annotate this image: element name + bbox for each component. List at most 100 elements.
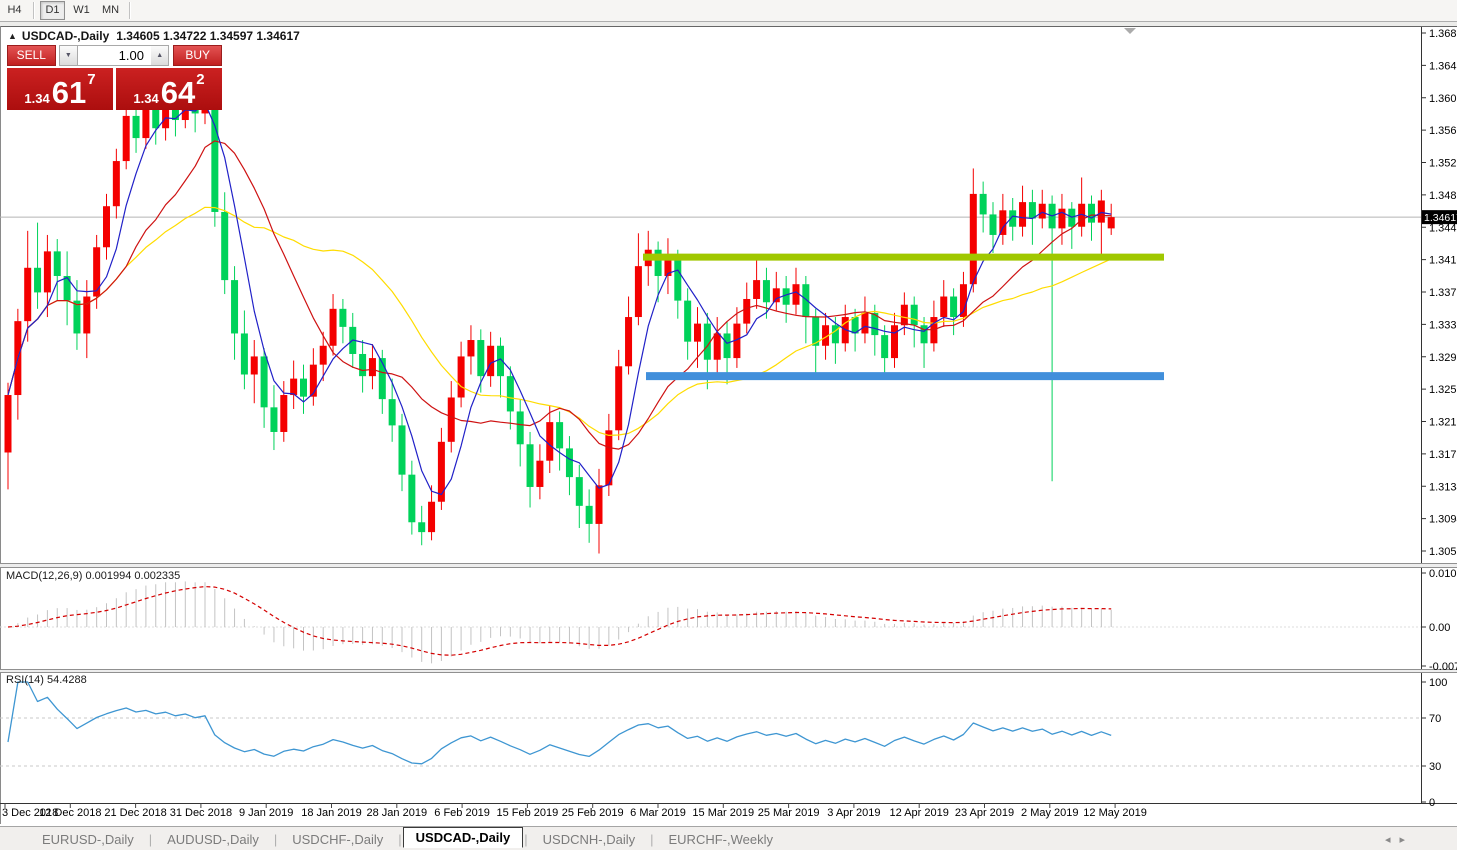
svg-text:1.36470: 1.36470 (1429, 60, 1457, 72)
svg-text:25 Mar 2019: 25 Mar 2019 (758, 807, 820, 819)
triangle-up-icon: ▲ (156, 52, 164, 59)
svg-text:1.32520: 1.32520 (1429, 384, 1457, 396)
chart-frame (0, 26, 1457, 824)
sell-price-big: 61 (51, 75, 87, 111)
svg-text:-0.00747: -0.00747 (1429, 661, 1457, 673)
tab-audusd-daily[interactable]: AUDUSD-,Daily (167, 831, 259, 847)
toolbar-divider (33, 2, 34, 19)
buy-price-prefix: 1.34 (133, 91, 159, 106)
tab-eurchf-weekly[interactable]: EURCHF-,Weekly (668, 831, 774, 847)
svg-text:1.30550: 1.30550 (1429, 546, 1457, 558)
tab-usdcnh-daily[interactable]: USDCNH-,Daily (542, 831, 636, 847)
timeframe-toolbar: H4 D1 W1 MN (0, 0, 1457, 22)
svg-text:1.34617: 1.34617 (1424, 212, 1457, 224)
tab-separator: | (148, 831, 153, 847)
svg-text:1.35280: 1.35280 (1429, 158, 1457, 170)
sell-price-prefix: 1.34 (24, 91, 50, 106)
svg-text:25 Feb 2019: 25 Feb 2019 (562, 807, 624, 819)
ma-slow-line (7, 206, 1112, 436)
svg-text:6 Mar 2019: 6 Mar 2019 (630, 807, 686, 819)
svg-text:1.32130: 1.32130 (1429, 417, 1457, 429)
svg-text:1.34490: 1.34490 (1429, 222, 1457, 234)
tab-scroll-right-button[interactable]: ▸ (1399, 833, 1405, 846)
svg-text:0.010229: 0.010229 (1429, 568, 1457, 580)
svg-text:1.36860: 1.36860 (1429, 28, 1457, 40)
tab-scroll-arrows: ◂ ▸ (1385, 833, 1457, 846)
svg-text:23 Apr 2019: 23 Apr 2019 (955, 807, 1014, 819)
tab-usdcad-daily[interactable]: USDCAD-,Daily (402, 827, 524, 848)
svg-text:1.32920: 1.32920 (1429, 352, 1457, 364)
chart-shift-marker (1124, 28, 1136, 34)
current-price-badge: 1.34617 (1422, 210, 1457, 225)
tab-separator: | (398, 831, 402, 847)
triangle-down-icon: ▼ (64, 52, 72, 59)
tab-eurusd-daily[interactable]: EURUSD-,Daily (42, 831, 134, 847)
tab-separator: | (650, 831, 654, 847)
toolbar-gap (0, 22, 1457, 26)
svg-text:9 Jan 2019: 9 Jan 2019 (239, 807, 293, 819)
tab-separator: | (524, 831, 528, 847)
svg-text:28 Jan 2019: 28 Jan 2019 (367, 807, 428, 819)
one-click-trading-panel: SELL ▼ 1.00 ▲ BUY 1.34 61 7 1.34 64 2 (7, 45, 222, 110)
macd-signal-line (7, 585, 1112, 656)
timeframe-button-mn[interactable]: MN (101, 4, 120, 16)
buy-price-big: 64 (160, 75, 196, 111)
svg-text:70: 70 (1429, 713, 1441, 725)
svg-text:15 Feb 2019: 15 Feb 2019 (497, 807, 559, 819)
svg-text:15 Mar 2019: 15 Mar 2019 (692, 807, 754, 819)
svg-text:12 Dec 2018: 12 Dec 2018 (39, 807, 101, 819)
svg-text:100: 100 (1429, 677, 1447, 689)
svg-text:2 May 2019: 2 May 2019 (1021, 807, 1078, 819)
symbol-tab-bar: EURUSD-,Daily | AUDUSD-,Daily | USDCHF-,Dail… (0, 826, 1457, 850)
svg-text:1.33310: 1.33310 (1429, 319, 1457, 331)
sell-button[interactable]: SELL (7, 45, 56, 66)
svg-text:1.31730: 1.31730 (1429, 449, 1457, 461)
price-axis-labels: 1.36860 1.36470 1.36070 1.35680 1.35280 1.348… (1421, 28, 1457, 558)
svg-text:6 Feb 2019: 6 Feb 2019 (434, 807, 490, 819)
svg-text:21 Dec 2018: 21 Dec 2018 (104, 807, 166, 819)
ma-medium-line (7, 140, 1112, 450)
svg-text:1.34890: 1.34890 (1429, 190, 1457, 202)
svg-text:1.35680: 1.35680 (1429, 125, 1457, 137)
volume-decrease-button[interactable]: ▼ (58, 45, 79, 66)
sell-price-pip: 7 (87, 71, 96, 88)
svg-text:31 Dec 2018: 31 Dec 2018 (170, 807, 232, 819)
volume-increase-button[interactable]: ▲ (150, 45, 170, 66)
buy-price-box[interactable]: 1.34 64 2 (116, 68, 222, 110)
tab-separator: | (273, 831, 278, 847)
svg-text:3 Dec 2018: 3 Dec 2018 (2, 807, 58, 819)
rsi-indicator-label: RSI(14) 54.4288 (6, 674, 87, 686)
rsi-level-lines (0, 717, 1421, 767)
svg-text:12 Apr 2019: 12 Apr 2019 (890, 807, 949, 819)
sell-price-box[interactable]: 1.34 61 7 (7, 68, 113, 110)
chart-title: ▲ USDCAD-,Daily 1.34605 1.34722 1.34597 1.… (8, 29, 300, 43)
tab-usdchf-daily[interactable]: USDCHF-,Daily (292, 831, 384, 847)
rsi-line (7, 681, 1112, 765)
macd-histogram (17, 581, 1112, 664)
svg-text:0: 0 (1429, 797, 1435, 809)
svg-text:12 May 2019: 12 May 2019 (1083, 807, 1147, 819)
buy-button[interactable]: BUY (173, 45, 222, 66)
timeframe-button-h4[interactable]: H4 (7, 4, 22, 16)
svg-text:30: 30 (1429, 761, 1441, 773)
timeframe-button-d1[interactable]: D1 (40, 1, 65, 20)
svg-text:1.36070: 1.36070 (1429, 93, 1457, 105)
rsi-axis-labels: 100 70 30 0 (1421, 677, 1447, 809)
macd-axis-labels: 0.010229 0.00 -0.00747 (1421, 568, 1457, 673)
candles (4, 74, 1115, 554)
svg-text:3 Apr 2019: 3 Apr 2019 (827, 807, 880, 819)
tab-scroll-left-button[interactable]: ◂ (1384, 833, 1391, 846)
volume-input[interactable]: 1.00 (78, 45, 151, 66)
macd-indicator-label: MACD(12,26,9) 0.001994 0.002335 (6, 570, 181, 582)
chart-ohlc-values: 1.34605 1.34722 1.34597 1.34617 (116, 29, 300, 43)
timeframe-button-w1[interactable]: W1 (73, 4, 90, 16)
svg-text:18 Jan 2019: 18 Jan 2019 (301, 807, 362, 819)
chart-symbol-label: USDCAD-,Daily (21, 29, 110, 43)
svg-text:1.34100: 1.34100 (1429, 255, 1457, 267)
buy-price-pip: 2 (196, 71, 205, 88)
panel-collapse-icon[interactable]: ▲ (8, 31, 17, 41)
svg-text:1.30940: 1.30940 (1429, 514, 1457, 526)
